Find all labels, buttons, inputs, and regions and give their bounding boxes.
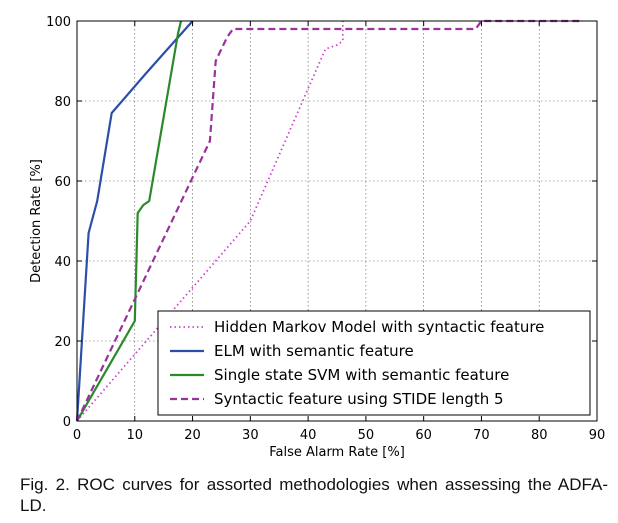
x-tick-label: 50 [358,428,375,443]
y-tick-label: 80 [54,95,71,110]
series-line-3 [76,20,183,422]
figure-caption: Fig. 2. ROC curves for assorted methodol… [20,475,608,515]
y-tick-label: 60 [54,175,71,190]
legend-box [157,310,591,416]
y-tick-label: 40 [54,255,71,270]
x-tick-label: 40 [300,428,317,443]
legend-label-4: Syntactic feature using STIDE length 5 [214,390,504,408]
y-axis-label: Detection Rate [%] [29,159,44,283]
series-line-2 [75,20,194,422]
x-tick-label: 80 [531,428,548,443]
x-tick-label: 0 [73,428,81,443]
series-lines [75,19,580,422]
x-tick-label: 90 [589,428,606,443]
legend-label-2: ELM with semantic feature [214,342,414,360]
x-tick-label: 70 [473,428,490,443]
y-tick-label: 0 [63,415,71,430]
legend-label-3: Single state SVM with semantic feature [214,366,509,384]
x-tick-label: 30 [242,428,259,443]
series-line-4 [76,19,580,422]
y-tick-label: 100 [46,15,71,30]
legend-label-1: Hidden Markov Model with syntactic featu… [214,318,544,336]
axis-ticks: 0 10 20 30 40 50 60 70 80 90 0 20 40 60 80 100 [46,15,605,443]
plot-frame [76,20,598,422]
legend: Hidden Markov Model with syntactic featu… [157,310,591,416]
series-line-1 [76,21,344,422]
y-tick-label: 20 [54,335,71,350]
x-tick-label: 60 [415,428,432,443]
x-tick-label: 20 [184,428,201,443]
roc-chart: 0 10 20 30 40 50 60 70 80 90 0 20 40 60 80 100 False Al… [29,15,605,460]
x-axis-label: False Alarm Rate [%] [269,445,405,460]
x-tick-label: 10 [127,428,144,443]
